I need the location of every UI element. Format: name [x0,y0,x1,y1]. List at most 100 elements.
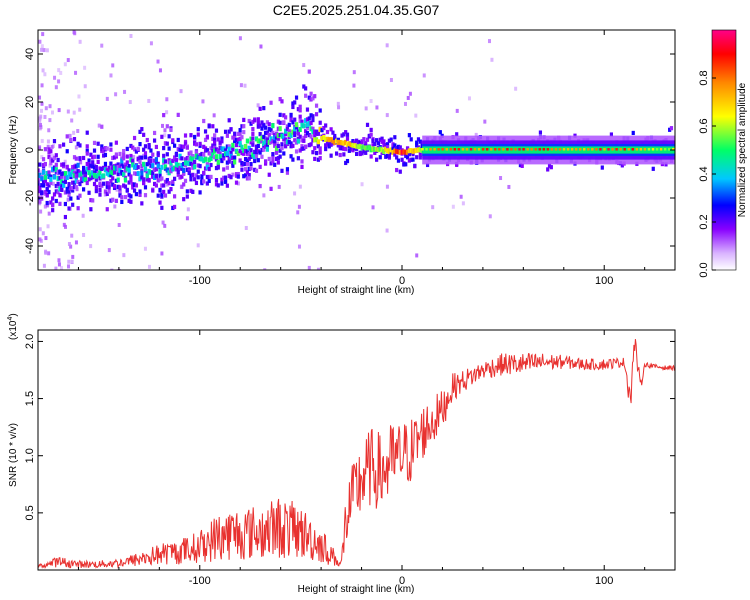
spectrogram-cell [194,180,199,186]
spectrogram-cell [120,195,124,200]
spectrogram-cell [63,159,67,164]
snr-axes: -100 0 100 0.5 1.0 1.5 2.0 [24,330,675,587]
spectrogram-cell [147,156,151,161]
spectrogram-cell [118,185,122,190]
y-tick-label: 0.5 [24,505,36,520]
spectrogram-cell [98,169,102,175]
spectrogram-cell [98,192,102,197]
spectrogram-cell [534,148,537,151]
spectrogram-cell [160,205,164,210]
spectrogram-cell [94,184,98,190]
spectrogram-cell [191,172,195,177]
spectrogram-cell [56,183,60,189]
spectrogram-cell [142,161,146,167]
spectrogram-cell [196,132,200,137]
spectrogram-cell [158,177,162,182]
spectrogram-cell [269,100,273,105]
spectrogram-cell [276,143,280,149]
spectrogram-cell [277,184,281,189]
spectrogram-cell [111,182,115,187]
spectrogram-cell [167,170,171,176]
spectrogram-cell [202,170,206,176]
spectrogram-cell [205,148,209,153]
spectrogram-cell [47,170,51,175]
spectrogram-cell [142,132,146,137]
spectrogram-cell [278,132,282,138]
spectrogram-cell [129,194,133,199]
spectrogram-cell [385,228,389,233]
spectrogram-cell [542,148,546,151]
spectrogram-cell [82,155,86,161]
spectrogram-cell [83,170,88,175]
spectrogram-cell [51,208,55,213]
spectrogram-cell [158,187,162,193]
spectrogram-cell [297,244,301,249]
spectrogram-cell [316,139,320,145]
spectrogram-cell [69,172,73,178]
spectrogram-cell [404,149,408,155]
spectrogram-cell [291,129,295,135]
spectrogram-cell [459,194,463,199]
spectrogram-cell [71,164,75,170]
spectrogram-cell [116,172,120,177]
spectrogram-cell [216,148,220,153]
spectrogram-cell [132,135,137,141]
spectrogram-cell [298,127,302,133]
spectrogram-cell [227,159,231,164]
spectrogram-cell [118,164,122,169]
spectrogram-cell [300,119,304,124]
spectrogram-cell [117,222,121,227]
spectrogram-cell [209,146,213,151]
spectrogram-cell [41,180,46,185]
spectrogram-cell [140,155,144,160]
spectrogram-cell [180,162,184,168]
spectrogram-cell [437,148,440,151]
spectrogram-cell [375,138,379,143]
spectrogram-cell [254,136,259,142]
spectrogram-cell [69,196,73,201]
spectrogram-cell [107,185,111,190]
spectrogram-cell [198,156,202,162]
spectrogram-cell [89,172,93,178]
spectrogram-cell [445,148,448,151]
spectrogram-cell [50,110,54,115]
spectrogram-cell [222,156,226,161]
spectrogram-cell [347,144,351,149]
spectrogram-cell [185,155,189,161]
spectrogram-cell [91,175,95,180]
spectrogram-cell [289,133,293,139]
spectrogram-cell [340,140,344,146]
spectrogram-cell [262,193,266,198]
spectrogram-cell [409,148,413,154]
spectrogram-cell [200,176,204,182]
spectrogram-cell [207,166,211,172]
spectrogram-cell [89,176,93,181]
spectrogram-cell [187,161,191,167]
spectrogram-cell [158,68,162,73]
spectrogram-cell [405,149,410,155]
spectrogram-cell [411,157,415,162]
spectrogram-cell [56,157,60,163]
spectrogram-cell [477,148,481,151]
spectrogram-cell [40,183,44,188]
spectrogram-cell [182,171,186,176]
spectrogram-cell [76,206,80,211]
spectrogram-cell [147,145,151,150]
spectrogram-cell [127,164,131,169]
spectrogram-cell [302,135,306,140]
spectrogram-cell [60,183,64,188]
spectrogram-cell [41,157,46,162]
spectrogram-cell [213,145,217,150]
y-tick-label: 40 [24,48,36,60]
spectrogram-cell [276,126,280,131]
spectrogram-cell [132,155,136,160]
spectrogram-cell [116,165,120,170]
spectrogram-cell [455,162,459,167]
spectrogram-cell [205,162,209,167]
spectrogram-cell [355,146,359,151]
spectrogram-cell [114,198,118,203]
colorbar-label: Normalized spectral amplitude [737,82,748,217]
spectrogram-cell [100,174,104,180]
spectrogram-cell [285,170,290,175]
spectrogram-cell [510,148,513,151]
